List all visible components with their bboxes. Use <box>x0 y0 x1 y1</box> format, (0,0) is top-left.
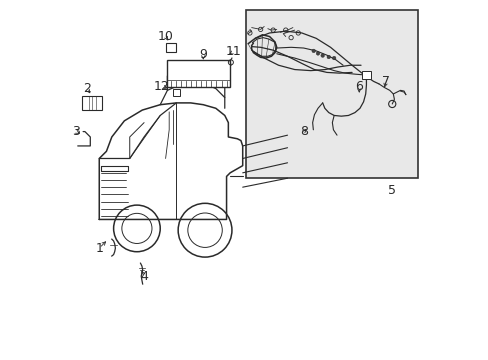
Text: 12: 12 <box>154 80 169 93</box>
Text: 4: 4 <box>140 270 148 283</box>
Circle shape <box>326 55 330 59</box>
Text: 2: 2 <box>82 82 90 95</box>
FancyBboxPatch shape <box>82 96 102 110</box>
FancyBboxPatch shape <box>246 10 418 178</box>
Text: 10: 10 <box>157 30 173 43</box>
Text: 1: 1 <box>95 242 103 255</box>
FancyBboxPatch shape <box>172 89 180 96</box>
Circle shape <box>332 56 335 60</box>
FancyBboxPatch shape <box>167 60 230 87</box>
Text: 11: 11 <box>225 45 241 58</box>
Circle shape <box>311 49 315 53</box>
Circle shape <box>320 54 324 57</box>
Text: 3: 3 <box>72 125 80 138</box>
Text: 9: 9 <box>199 48 207 61</box>
Text: 7: 7 <box>381 75 389 88</box>
Text: 8: 8 <box>299 125 307 138</box>
Circle shape <box>316 51 319 55</box>
FancyBboxPatch shape <box>362 71 370 79</box>
Text: 6: 6 <box>355 80 363 93</box>
FancyBboxPatch shape <box>165 43 176 52</box>
Text: 5: 5 <box>386 184 395 197</box>
